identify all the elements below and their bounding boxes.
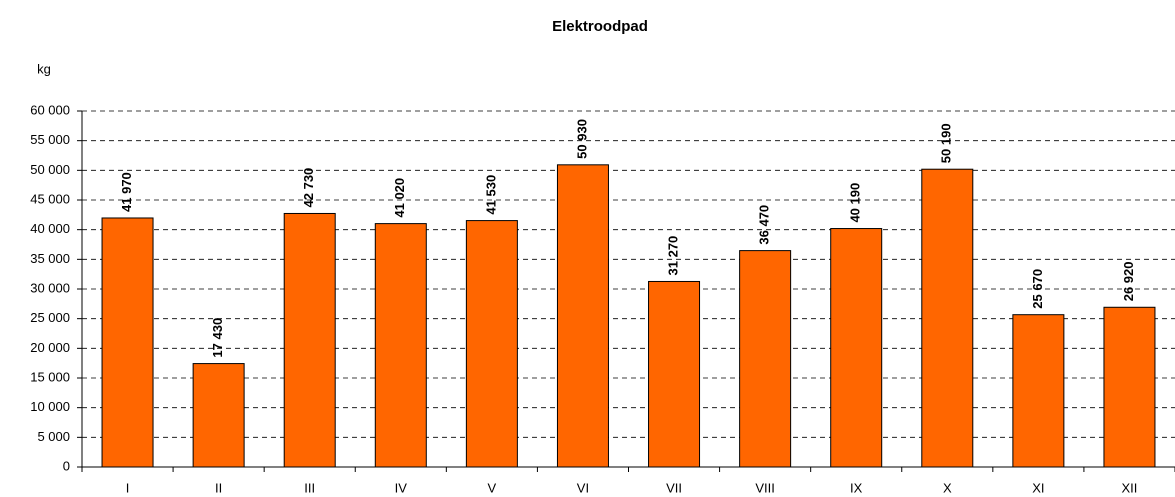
bar [1103, 306, 1156, 468]
data-label: 31 270 [665, 236, 680, 276]
y-axis-label: kg [37, 61, 51, 76]
y-tick-label: 40 000 [30, 221, 70, 236]
y-tick-label: 45 000 [30, 191, 70, 206]
y-tick-label: 10 000 [30, 399, 70, 414]
data-label: 17 430 [210, 318, 225, 358]
bar [192, 363, 245, 468]
x-tick-label: IX [850, 480, 863, 495]
data-label: 25 670 [1030, 269, 1045, 309]
y-tick-label: 55 000 [30, 132, 70, 147]
x-tick-label: XI [1032, 480, 1044, 495]
bar [374, 223, 427, 468]
y-tick-label: 25 000 [30, 310, 70, 325]
data-label: 50 190 [939, 123, 954, 163]
y-tick-label: 30 000 [30, 280, 70, 295]
chart-title: Elektroodpad [552, 18, 648, 35]
y-tick-label: 5 000 [37, 429, 70, 444]
y-tick-label: 20 000 [30, 340, 70, 355]
data-label: 41 530 [483, 175, 498, 215]
x-tick-label: II [215, 480, 222, 495]
data-label: 41 970 [119, 172, 134, 212]
data-label: 36 470 [757, 205, 772, 245]
bar [648, 280, 701, 468]
data-label: 50 930 [574, 119, 589, 159]
y-tick-label: 35 000 [30, 251, 70, 266]
x-tick-label: I [126, 480, 130, 495]
x-tick-label: XII [1122, 480, 1138, 495]
y-tick-label: 60 000 [30, 102, 70, 117]
x-tick-label: X [943, 480, 952, 495]
data-label: 41 020 [392, 178, 407, 218]
bar [556, 164, 609, 468]
x-tick-label: IV [395, 480, 408, 495]
x-tick-label: V [488, 480, 497, 495]
data-label: 42 730 [301, 168, 316, 208]
y-tick-label: 15 000 [30, 369, 70, 384]
x-tick-label: VI [577, 480, 589, 495]
x-tick-label: VII [666, 480, 682, 495]
y-tick-label: 0 [63, 458, 70, 473]
bar [101, 217, 154, 468]
x-tick-label: VIII [755, 480, 775, 495]
bar [921, 168, 974, 468]
bar [465, 220, 518, 468]
bar [739, 250, 792, 468]
bar [283, 212, 336, 468]
bar [830, 228, 883, 468]
data-label: 26 920 [1121, 262, 1136, 302]
bar [1012, 314, 1065, 468]
data-label: 40 190 [848, 183, 863, 223]
x-tick-label: III [304, 480, 315, 495]
y-tick-label: 50 000 [30, 162, 70, 177]
